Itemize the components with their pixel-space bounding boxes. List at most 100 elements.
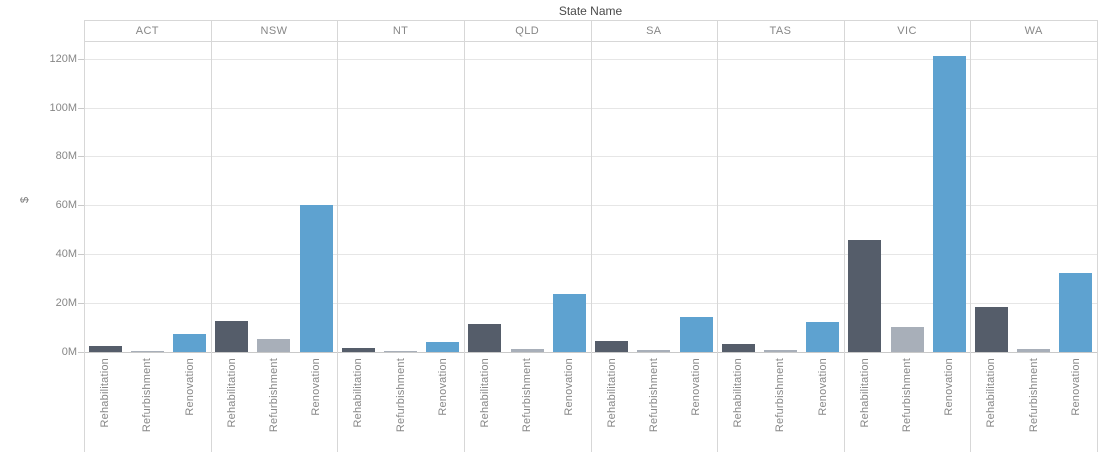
x-tick-label: Refurbishment	[759, 358, 801, 454]
x-tick-label-text: Refurbishment	[141, 358, 154, 433]
x-tick-label-text: Refurbishment	[267, 358, 280, 433]
pane-separator	[337, 20, 339, 452]
bar-sa-refurbishment[interactable]	[637, 349, 671, 352]
bar-nsw-renovation[interactable]	[299, 205, 333, 352]
pane-header-nsw: NSW	[260, 25, 288, 37]
x-tick-label: Renovation	[675, 358, 717, 454]
bar-sa-renovation[interactable]	[679, 317, 713, 352]
y-axis-tick-mark	[78, 254, 84, 256]
pane-separator	[84, 20, 85, 452]
bar-tas-renovation[interactable]	[806, 321, 840, 352]
bar-vic-renovation[interactable]	[932, 56, 966, 352]
y-tick-label: 40M	[55, 248, 77, 261]
x-tick-label: Renovation	[422, 358, 464, 454]
x-tick-label: Refurbishment	[886, 358, 928, 454]
x-tick-label: Refurbishment	[1013, 358, 1055, 454]
bar-nt-renovation[interactable]	[426, 341, 460, 352]
pane-separator	[463, 20, 465, 452]
pane-header-act: ACT	[135, 25, 159, 37]
x-tick-label-text: Rehabilitation	[605, 358, 618, 428]
x-tick-label-text: Renovation	[183, 358, 196, 416]
column-axis-title: State Name	[558, 4, 623, 18]
x-tick-label-text: Renovation	[563, 358, 576, 416]
x-tick-label: Renovation	[802, 358, 844, 454]
y-tick-label: 0M	[61, 346, 77, 358]
bar-act-rehabilitation[interactable]	[88, 346, 122, 352]
x-tick-label-text: Rehabilitation	[225, 358, 238, 428]
y-axis-tick-mark	[78, 107, 84, 109]
x-tick-label: Rehabilitation	[84, 358, 126, 454]
bar-tas-refurbishment[interactable]	[763, 349, 797, 352]
x-tick-label: Rehabilitation	[464, 358, 506, 454]
y-tick-label: 60M	[55, 199, 77, 212]
x-tick-label: Refurbishment	[633, 358, 675, 454]
bar-wa-rehabilitation[interactable]	[974, 306, 1008, 352]
x-tick-label: Renovation	[168, 358, 210, 454]
pane-header-vic: VIC	[897, 25, 917, 37]
y-axis-tick-mark	[78, 58, 84, 60]
bar-act-refurbishment[interactable]	[130, 351, 164, 352]
x-tick-label: Rehabilitation	[337, 358, 379, 454]
pane-header-wa: WA	[1024, 25, 1043, 37]
x-tick-label: Refurbishment	[253, 358, 295, 454]
bar-tas-rehabilitation[interactable]	[721, 343, 755, 352]
bar-sa-rehabilitation[interactable]	[595, 341, 629, 352]
bar-qld-refurbishment[interactable]	[510, 348, 544, 352]
pane-header-tas: TAS	[769, 25, 792, 37]
x-tick-label-text: Refurbishment	[901, 358, 914, 433]
x-tick-label: Renovation	[548, 358, 590, 454]
x-tick-label: Renovation	[928, 358, 970, 454]
x-tick-label: Rehabilitation	[717, 358, 759, 454]
x-tick-label-text: Rehabilitation	[858, 358, 871, 428]
pane-header-nt: NT	[392, 25, 409, 37]
y-axis-tick-mark	[78, 352, 84, 353]
x-tick-label: Rehabilitation	[591, 358, 633, 454]
y-axis-tick-mark	[78, 156, 84, 158]
pane-separator	[590, 20, 592, 452]
y-axis-tick-mark	[78, 303, 84, 305]
y-tick-label: 20M	[55, 297, 77, 310]
pane-header-sa: SA	[646, 25, 662, 37]
x-tick-label: Refurbishment	[126, 358, 168, 454]
x-tick-label-text: Rehabilitation	[478, 358, 491, 428]
x-tick-label-text: Refurbishment	[774, 358, 787, 433]
pane-separator	[1097, 20, 1098, 452]
bar-vic-refurbishment[interactable]	[890, 326, 924, 352]
x-tick-label: Renovation	[1055, 358, 1097, 454]
bar-wa-renovation[interactable]	[1059, 273, 1093, 352]
x-tick-label-text: Refurbishment	[1027, 358, 1040, 433]
x-tick-label-text: Refurbishment	[394, 358, 407, 433]
x-tick-label-text: Refurbishment	[521, 358, 534, 433]
x-tick-label: Refurbishment	[506, 358, 548, 454]
bar-qld-rehabilitation[interactable]	[468, 323, 502, 352]
x-tick-label-text: Refurbishment	[647, 358, 660, 433]
x-tick-label: Renovation	[295, 358, 337, 454]
pane-separator	[210, 20, 212, 452]
pane-separator	[843, 20, 845, 452]
x-tick-label: Rehabilitation	[844, 358, 886, 454]
bar-nt-refurbishment[interactable]	[384, 350, 418, 352]
bar-nt-rehabilitation[interactable]	[341, 348, 375, 352]
y-axis-tick-mark	[78, 205, 84, 207]
x-tick-label-text: Rehabilitation	[732, 358, 745, 428]
x-tick-label-text: Renovation	[1069, 358, 1082, 416]
x-tick-label: Rehabilitation	[970, 358, 1012, 454]
y-tick-label: 100M	[49, 101, 77, 114]
x-tick-label-text: Renovation	[310, 358, 323, 416]
x-tick-label-text: Renovation	[816, 358, 829, 416]
x-tick-label-text: Rehabilitation	[985, 358, 998, 428]
pane-header-qld: QLD	[515, 25, 540, 37]
bar-vic-rehabilitation[interactable]	[848, 240, 882, 352]
bar-qld-renovation[interactable]	[552, 294, 586, 352]
bar-wa-refurbishment[interactable]	[1017, 349, 1051, 352]
x-tick-label-text: Renovation	[436, 358, 449, 416]
bar-nsw-refurbishment[interactable]	[257, 338, 291, 352]
bar-act-renovation[interactable]	[173, 334, 207, 352]
x-tick-label-text: Rehabilitation	[352, 358, 365, 428]
y-tick-label: 120M	[49, 52, 77, 65]
y-tick-label: 80M	[55, 150, 77, 163]
bar-nsw-rehabilitation[interactable]	[215, 321, 249, 352]
pane-separator	[717, 20, 719, 452]
